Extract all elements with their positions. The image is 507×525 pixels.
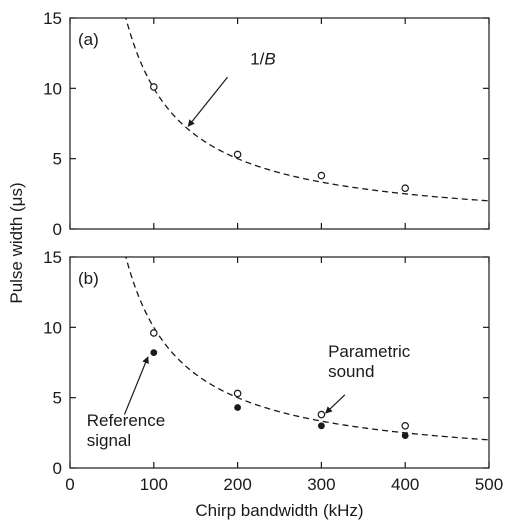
panel-a-ytick-label: 15 [43, 9, 62, 28]
panel-a-annotation-text: 1/B [250, 49, 276, 68]
panel-a: 0 5 10 15 1/B (a) [43, 9, 490, 239]
panel-b-annotation-arrow [325, 394, 346, 414]
panel-a-open-point [317, 171, 326, 180]
panel-b-filled-point [234, 404, 242, 411]
panel-b-label: (b) [78, 269, 99, 288]
panel-b-points [150, 329, 410, 440]
panel-b-annotation-text: Reference signal [87, 411, 165, 450]
panel-b: 0 100 200 300 400 500 0 5 10 15 Parametric sound Re… [43, 248, 503, 494]
x-axis-label: Chirp bandwidth (kHz) [195, 501, 363, 520]
panel-b-xtick-label: 300 [307, 475, 335, 494]
panel-b-xtick-label: 0 [65, 475, 74, 494]
panel-a-points [150, 83, 410, 193]
panel-a-label: (a) [78, 30, 99, 49]
panel-a-ytick-label: 5 [53, 150, 62, 169]
panel-a-ticks: 0 5 10 15 [43, 9, 490, 239]
panel-b-ticks: 0 100 200 300 400 500 0 5 10 15 [43, 248, 503, 494]
panel-b-annotations: Parametric sound Reference signal [87, 342, 411, 450]
panel-b-filled-point [150, 349, 158, 357]
panel-a-open-point [401, 184, 410, 193]
panel-b-filled-point [401, 432, 409, 440]
panel-b-xtick-label: 400 [391, 475, 419, 494]
panel-a-ytick-label: 0 [53, 220, 62, 239]
panel-a-open-point [233, 150, 242, 159]
panel-b-ytick-label: 5 [53, 389, 62, 408]
panel-b-frame [69, 256, 490, 469]
panel-a-open-point [150, 83, 158, 91]
panel-b-open-point [150, 329, 158, 337]
panel-a-fit-curve [125, 18, 489, 202]
panel-a-frame [69, 17, 490, 230]
panel-b-annotation-text: Parametric sound [328, 342, 411, 381]
panel-b-ytick-label: 10 [43, 318, 62, 337]
panel-b-fit-curve [125, 257, 489, 441]
panel-b-xtick-label: 100 [140, 475, 168, 494]
panel-b-ytick-label: 0 [53, 459, 62, 478]
panel-b-open-point [233, 389, 242, 398]
panel-a-annotations: 1/B [187, 49, 276, 127]
panel-a-ytick-label: 10 [43, 79, 62, 98]
panel-b-xtick-label: 500 [475, 475, 503, 494]
panel-b-open-point [317, 410, 326, 419]
panel-b-xtick-label: 200 [223, 475, 251, 494]
panel-a-annotation-arrow [187, 76, 229, 127]
y-axis-label: Pulse width (μs) [7, 182, 26, 303]
panel-b-annotation-arrow [123, 356, 149, 415]
panel-b-open-point [401, 421, 410, 430]
panel-b-ytick-label: 15 [43, 248, 62, 267]
panel-b-filled-point [318, 422, 325, 430]
